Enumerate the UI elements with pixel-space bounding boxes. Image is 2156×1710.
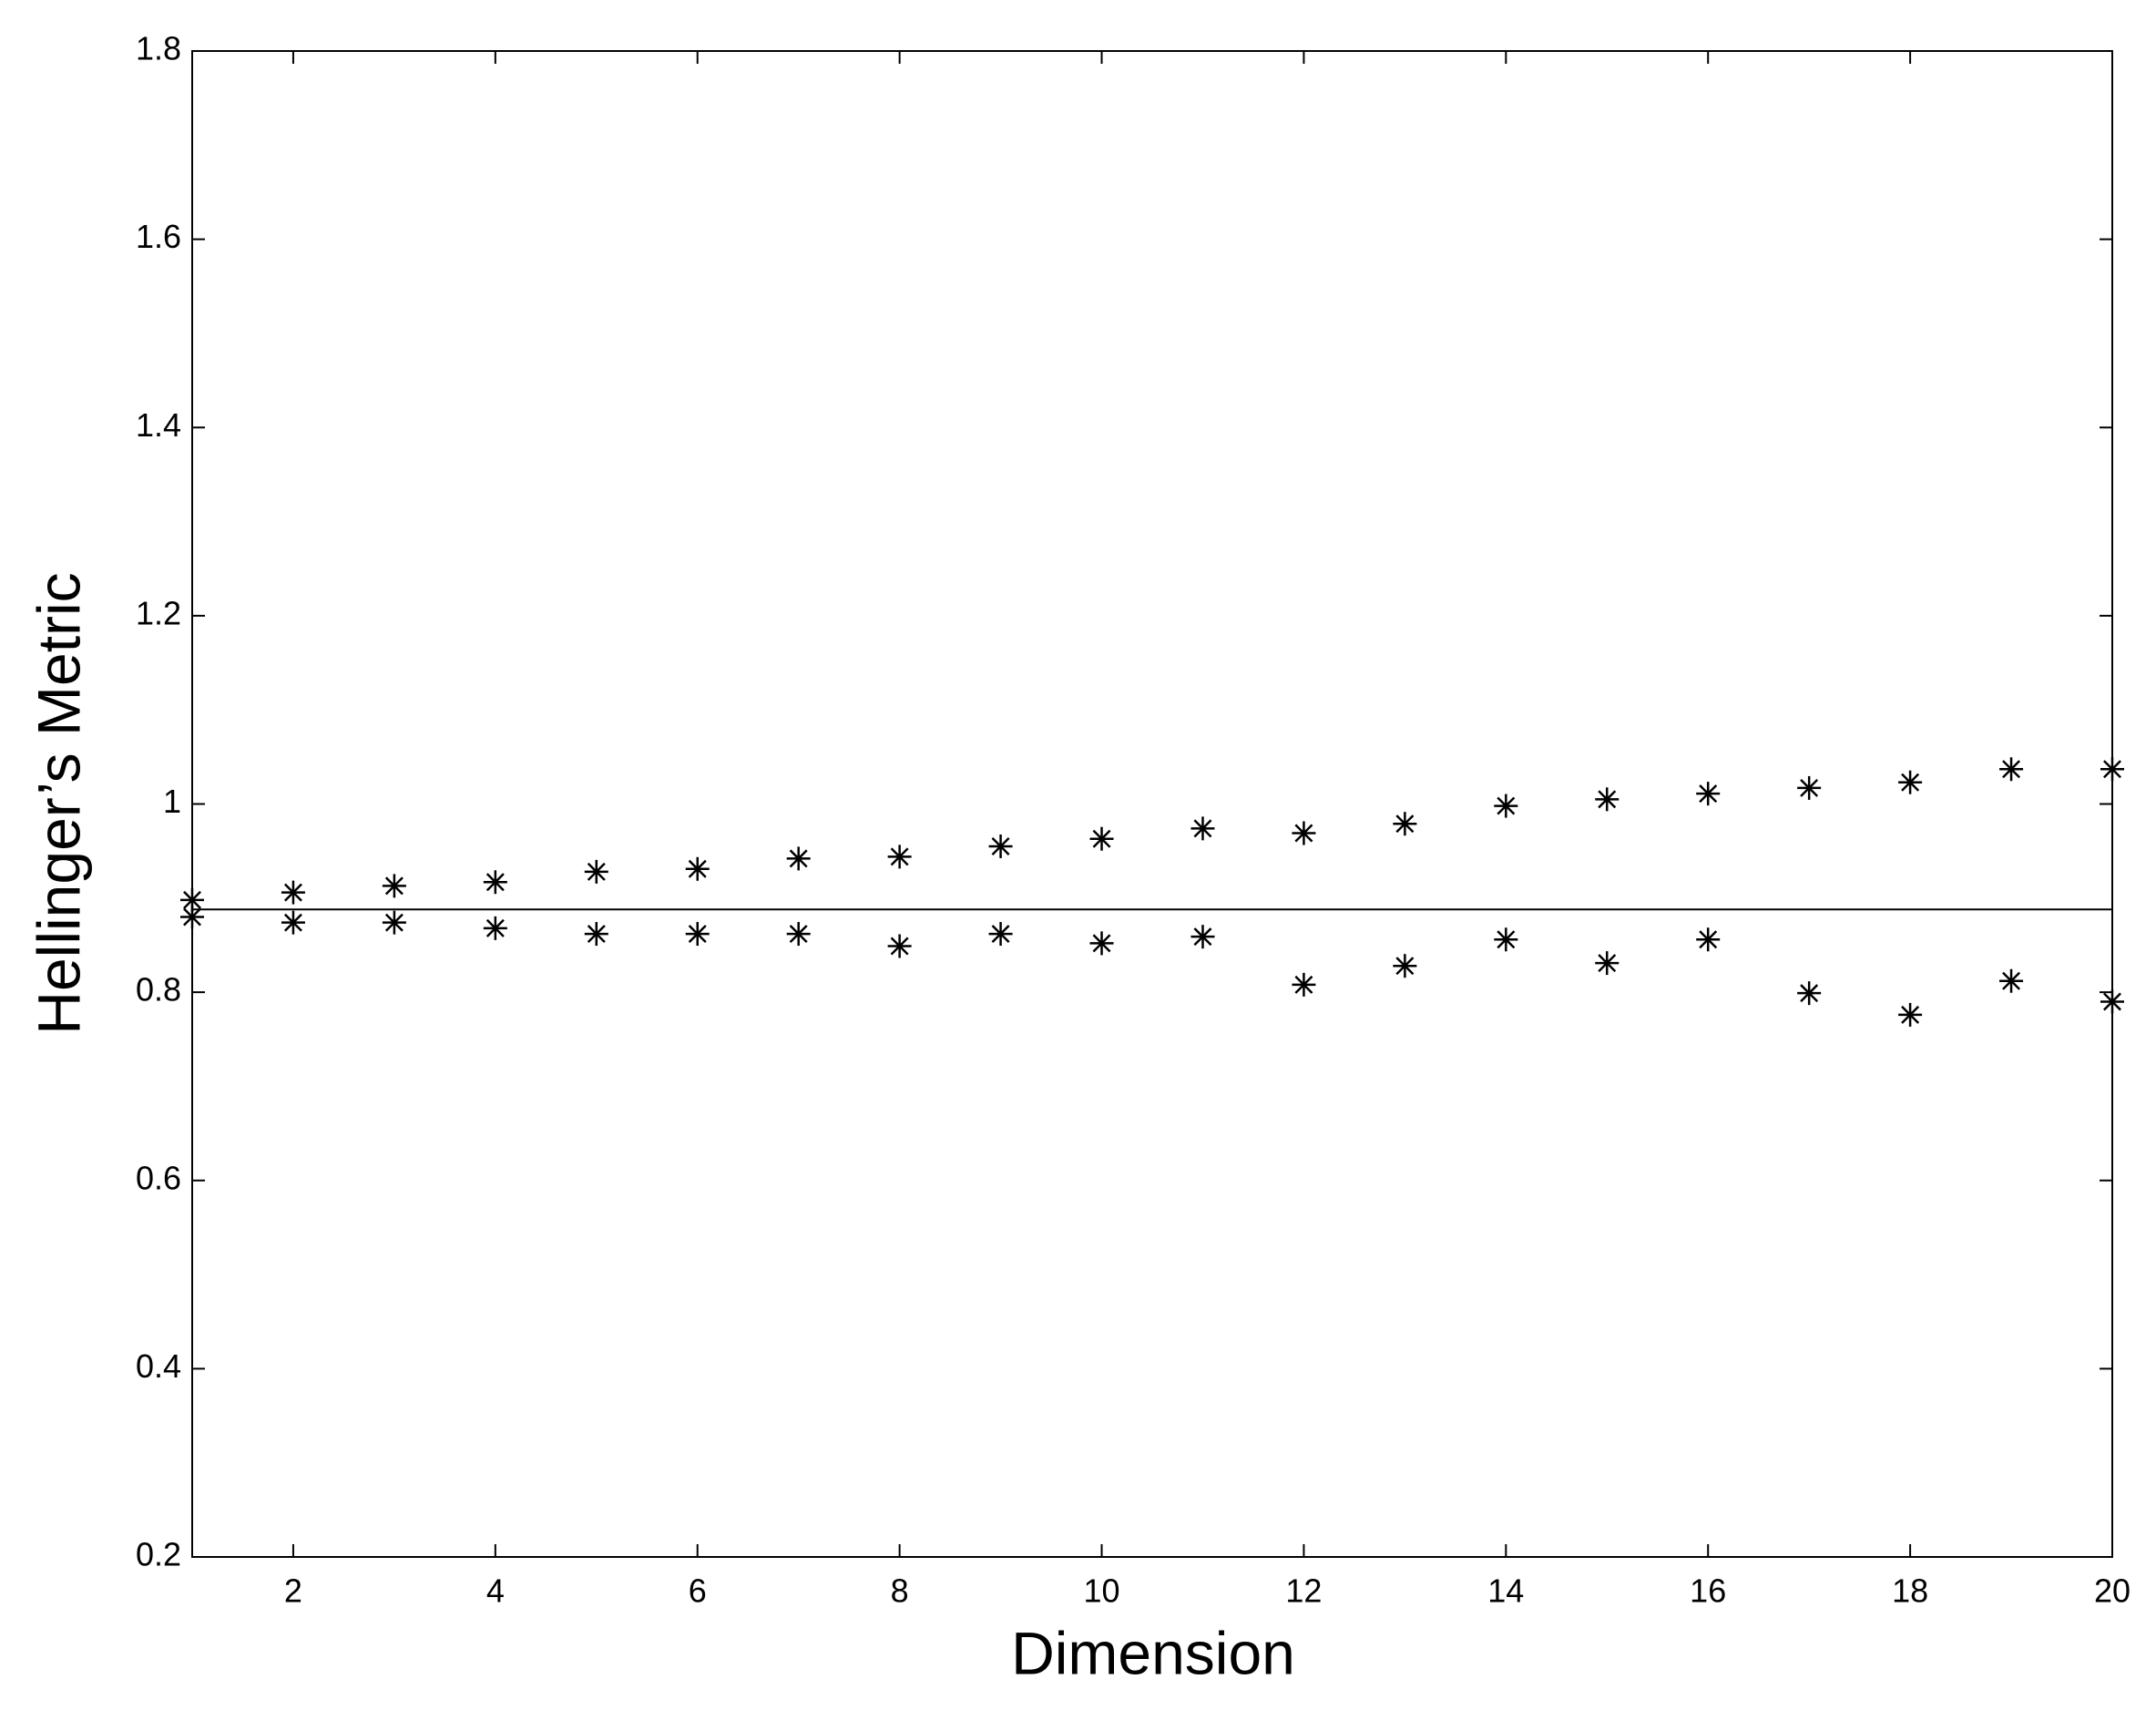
y-tick-label: 0.4 (136, 1347, 181, 1385)
plot-frame (191, 50, 2113, 1558)
marker (1190, 925, 1215, 949)
marker (786, 922, 811, 947)
marker (1898, 770, 1923, 794)
x-tick-label: 14 (1487, 1572, 1524, 1610)
marker (1494, 794, 1518, 818)
x-tick-label: 8 (891, 1572, 909, 1610)
marker (988, 922, 1013, 947)
y-tick-label: 0.2 (136, 1536, 181, 1573)
y-tick-label: 1.6 (136, 218, 181, 255)
marker (685, 922, 710, 947)
marker (483, 916, 507, 940)
marker (1292, 972, 1316, 997)
marker (1797, 981, 1822, 1006)
y-tick-label: 1.2 (136, 594, 181, 631)
y-tick-label: 1 (163, 783, 181, 820)
marker (1393, 954, 1417, 978)
y-axis-label: Hellinger’s Metric (25, 572, 92, 1034)
x-tick-label: 10 (1084, 1572, 1120, 1610)
y-tick-label: 0.6 (136, 1159, 181, 1196)
marker (2100, 989, 2124, 1014)
marker (281, 910, 305, 935)
marker (1595, 951, 1620, 976)
marker (1696, 782, 1721, 806)
marker (1898, 1002, 1923, 1027)
x-tick-label: 4 (486, 1572, 505, 1610)
y-tick-label: 1.4 (136, 406, 181, 444)
x-tick-label: 6 (689, 1572, 707, 1610)
marker (1494, 927, 1518, 952)
marker (1089, 931, 1114, 956)
marker (1595, 787, 1620, 812)
marker (887, 845, 912, 869)
x-tick-label: 2 (284, 1572, 302, 1610)
marker (887, 934, 912, 958)
x-tick-label: 12 (1285, 1572, 1322, 1610)
marker (786, 846, 811, 871)
marker (584, 922, 608, 947)
x-tick-label: 20 (2094, 1572, 2130, 1610)
marker (1999, 757, 2024, 782)
marker (2100, 757, 2124, 782)
marker (1696, 927, 1721, 952)
marker (1797, 775, 1822, 800)
marker (382, 874, 406, 898)
marker (1999, 968, 2024, 993)
y-tick-label: 0.8 (136, 971, 181, 1009)
y-tick-label: 1.8 (136, 30, 181, 67)
marker (1089, 826, 1114, 851)
marker (1190, 816, 1215, 841)
marker (180, 905, 204, 929)
x-tick-label: 18 (1892, 1572, 1928, 1610)
marker (382, 910, 406, 935)
marker (483, 870, 507, 895)
marker (281, 880, 305, 905)
x-axis-label: Dimension (1011, 1619, 1295, 1686)
marker (988, 834, 1013, 858)
marker (584, 859, 608, 884)
x-tick-label: 16 (1690, 1572, 1726, 1610)
marker (1393, 812, 1417, 836)
marker (685, 856, 710, 881)
marker (1292, 821, 1316, 845)
